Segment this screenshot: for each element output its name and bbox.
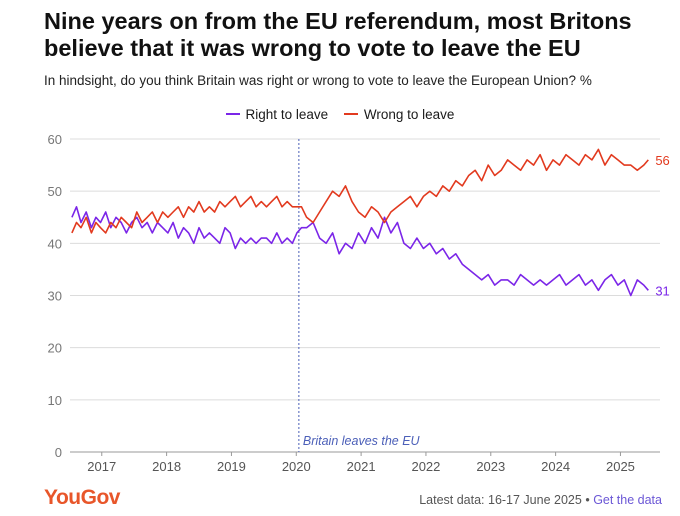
yougov-logo[interactable]: YouGov xyxy=(44,486,120,509)
legend-swatch-right xyxy=(225,113,240,115)
end-label-right: 31 xyxy=(655,283,669,298)
legend-swatch-wrong xyxy=(343,113,358,115)
x-tick-label: 2018 xyxy=(152,459,181,474)
x-tick-label: 2017 xyxy=(87,459,116,474)
footer-note: Latest data: 16-17 June 2025 • Get the d… xyxy=(419,493,662,507)
chart-title: Nine years on from the EU referendum, mo… xyxy=(44,8,632,61)
footer-separator: • xyxy=(585,493,590,507)
x-tick-label: 2019 xyxy=(217,459,246,474)
series-line-right-to-leave xyxy=(71,206,649,297)
y-tick-label: 60 xyxy=(48,132,62,147)
legend-label-right: Right to leave xyxy=(245,106,329,122)
y-tick-label: 50 xyxy=(48,184,62,199)
y-tick-label: 40 xyxy=(48,236,62,251)
y-tick-label: 20 xyxy=(48,341,62,356)
legend-item-wrong[interactable]: Wrong to leave xyxy=(343,106,455,122)
x-tick-label: 2024 xyxy=(541,459,570,474)
latest-data-text: Latest data: 16-17 June 2025 xyxy=(419,493,582,507)
x-tick-label: 2025 xyxy=(606,459,635,474)
x-tick-label: 2023 xyxy=(476,459,505,474)
legend: Right to leave Wrong to leave xyxy=(0,103,680,122)
legend-label-wrong: Wrong to leave xyxy=(363,106,455,122)
series-line-wrong-to-leave xyxy=(71,148,649,234)
get-the-data-link[interactable]: Get the data xyxy=(593,493,662,507)
line-chart: 0 10 20 30 40 50 60 2017 2018 2019 2020 2021 2022 202… xyxy=(48,132,670,474)
chart-subtitle: In hindsight, do you think Britain was r… xyxy=(44,73,592,88)
y-tick-label: 10 xyxy=(48,393,62,408)
x-tick-label: 2022 xyxy=(411,459,440,474)
end-label-wrong: 56 xyxy=(655,153,669,168)
x-tick-label: 2020 xyxy=(282,459,311,474)
y-tick-label: 30 xyxy=(48,289,62,304)
legend-item-right[interactable]: Right to leave xyxy=(225,106,329,122)
x-tick-label: 2021 xyxy=(347,459,376,474)
y-tick-label: 0 xyxy=(55,445,62,460)
annotation-label: Britain leaves the EU xyxy=(303,434,421,448)
